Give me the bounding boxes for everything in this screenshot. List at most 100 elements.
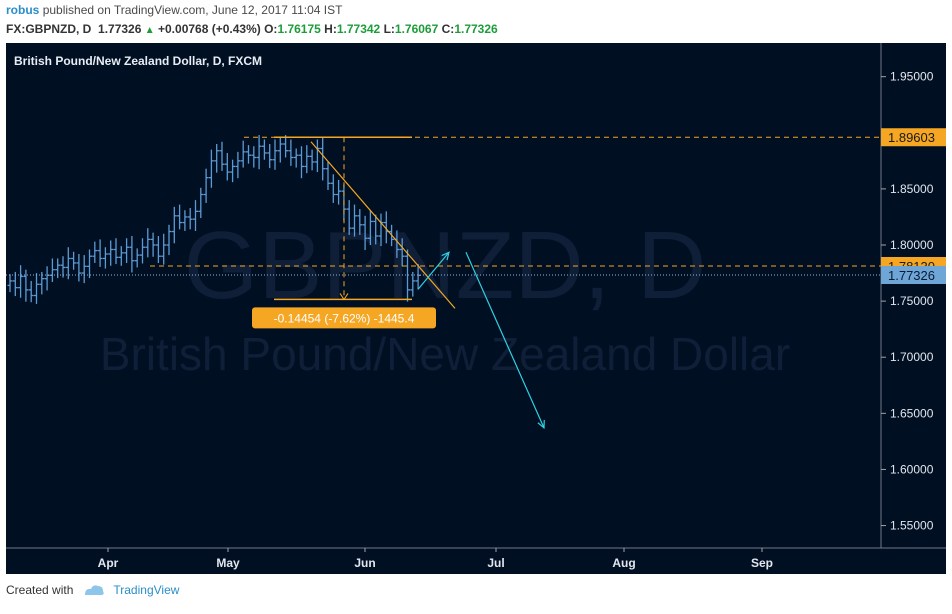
measure-label-text: -0.14454 (-7.62%) -1445.4 [274,311,415,325]
price-bar [187,207,193,230]
price-bar [7,274,13,293]
chart-title: British Pound/New Zealand Dollar, D, FXC… [14,54,262,68]
price-bar [240,140,246,168]
price-bar [161,233,167,265]
price-bar [71,251,77,270]
price-bar [246,145,251,164]
tradingview-link[interactable]: TradingView [113,583,180,597]
price-bar [150,232,156,257]
price-badge-text: 1.89603 [888,130,935,145]
price-bar [87,249,92,279]
price-bar [357,209,363,235]
price-bar [203,168,209,203]
price-badge-text: 1.77326 [888,268,935,283]
high-value: 1.77342 [336,22,381,36]
open-value: 1.76175 [277,22,321,36]
price-bar [12,271,18,297]
price-bar [81,255,87,284]
price-tick-label: 1.65000 [890,406,934,420]
price-bar [367,210,373,245]
price-bar [304,145,310,174]
measure-label[interactable]: -0.14454 (-7.62%) -1445.4 [252,307,436,329]
price-bar [261,139,267,160]
forecast-down-arrow[interactable] [465,252,545,430]
up-arrow-icon: ▲ [144,25,155,36]
price-bar [325,161,331,191]
created-with-text: Created with [6,583,74,597]
close-label: C: [441,22,455,36]
symbol-label: FX:GBPNZD, D [6,22,92,36]
price-bar [256,135,262,170]
price-bar [60,256,66,278]
price-bar [193,200,198,231]
price-tick-label: 1.55000 [890,519,934,533]
price-bar [129,236,135,273]
price-bar [309,149,315,171]
price-bar [155,236,161,263]
price-bar [166,224,172,256]
price-bar [230,159,236,183]
price-tick-label: 1.80000 [890,238,934,252]
ohlc-bar: FX:GBPNZD, D 1.77326 ▲ +0.00768 (+0.43%)… [6,22,498,36]
publish-text: published on TradingView.com, June 12, 2… [42,3,343,17]
price-badge [881,128,946,147]
price-badge [881,266,946,285]
price-bar [113,238,119,265]
price-bar [34,273,39,304]
price-bar [208,149,214,188]
price-bar [92,241,98,263]
price-bar [314,139,320,173]
price-tick-label: 1.75000 [890,294,934,308]
time-label: Apr [98,556,119,570]
trend-line[interactable] [310,141,456,309]
measure-arrowhead [339,293,349,301]
price-bar [171,206,177,244]
price-bar [320,137,326,181]
price-bar [283,135,289,158]
price-bar [346,200,352,235]
price-bar [28,280,34,303]
price-bar [108,240,114,266]
publish-info: robus published on TradingView.com, June… [6,3,342,17]
last-price: 1.77326 [98,22,142,36]
close-value: 1.77326 [454,22,498,36]
price-bar [97,239,103,267]
tradingview-logo-icon [85,585,105,595]
time-label: Aug [612,556,635,570]
price-bar [399,238,405,267]
price-bar [352,204,357,237]
price-bar [330,174,336,203]
price-bar [18,265,24,298]
time-labels: Apr May Jun Jul Aug Sep [98,548,773,570]
forecast-up-arrow[interactable] [417,251,450,290]
price-tick-label: 1.85000 [890,182,934,196]
price-bar [299,146,304,179]
price-bar [102,247,108,269]
price-bar [224,152,230,181]
price-bar [214,144,220,173]
price-bar [293,148,299,168]
time-label: May [216,556,240,570]
price-bar [405,249,410,302]
price-bar [145,228,151,258]
price-bar [76,253,82,282]
time-label: Jun [354,556,375,570]
time-label: Jul [487,556,504,570]
price-bar [336,179,342,205]
author-link[interactable]: robus [6,3,40,17]
time-axis[interactable] [6,548,946,574]
time-label: Sep [751,556,773,570]
price-bar [23,269,29,302]
price-bar [140,238,145,264]
low-label: L: [383,22,395,36]
open-label: O: [264,22,278,36]
drawings[interactable]: -0.14454 (-7.62%) -1445.4 [6,136,881,430]
high-label: H: [324,22,337,36]
footer: Created with TradingView [6,583,179,597]
price-bar [288,139,294,166]
price-bar [373,214,379,245]
price-axis[interactable] [881,43,946,548]
